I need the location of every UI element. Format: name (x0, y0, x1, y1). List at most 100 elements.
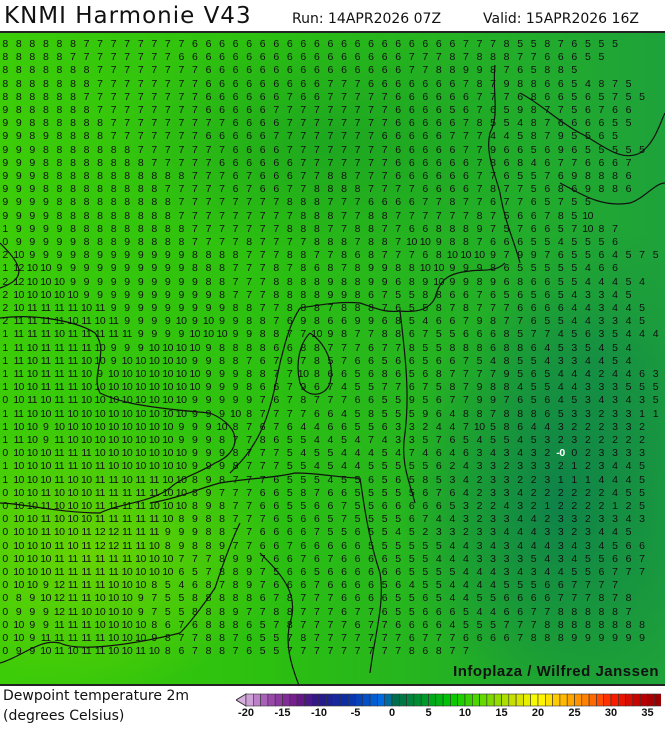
grid-value: 5 (422, 460, 428, 473)
grid-value: 8 (530, 90, 537, 103)
grid-value: 5 (584, 552, 591, 565)
grid-value: 11 (108, 552, 119, 565)
grid-value: 6 (368, 566, 374, 578)
grid-value: 7 (625, 566, 632, 578)
grid-value: 10 (175, 394, 187, 407)
grid-value: 2 (503, 460, 510, 473)
grid-value: 4 (544, 341, 550, 354)
grid-value: 8 (70, 38, 76, 50)
grid-value: 9 (178, 526, 184, 539)
grid-value: 5 (408, 605, 415, 618)
grid-value: 8 (232, 579, 239, 592)
grid-value: 10 (26, 513, 38, 526)
grid-value: 10 (135, 579, 146, 592)
grid-value: 5 (313, 447, 320, 460)
grid-value: 5 (178, 592, 184, 605)
grid-value: 7 (463, 51, 469, 64)
grid-value: 3 (625, 420, 632, 433)
grid-value: 9 (232, 328, 239, 341)
grid-value: 6 (395, 64, 401, 77)
grid-value: 7 (341, 104, 347, 116)
watermark: Infoplaza / Wilfred Janssen (453, 663, 659, 680)
grid-value: 7 (368, 183, 374, 196)
grid-value: 7 (300, 170, 306, 182)
grid-value: 9 (205, 381, 212, 394)
grid-value: 7 (381, 222, 388, 235)
grid-value: 4 (463, 552, 469, 565)
grid-value: 6 (598, 156, 605, 169)
grid-value: 7 (97, 90, 103, 103)
scale-swatch (399, 693, 407, 707)
grid-value: 9 (246, 394, 252, 407)
grid-value: 6 (273, 579, 279, 592)
grid-value: 7 (286, 104, 293, 116)
grid-value: 10 (175, 460, 187, 473)
grid-value: 7 (341, 394, 347, 407)
grid-value: 5 (503, 222, 510, 235)
grid-value: 9 (83, 275, 90, 288)
grid-value: 6 (219, 130, 225, 143)
grid-value: 2 (584, 420, 591, 433)
grid-value: 11 (135, 513, 146, 526)
grid-value: 6 (354, 51, 361, 64)
grid-value: 5 (639, 486, 645, 499)
grid-value: 8 (110, 236, 117, 248)
grid-value: 8 (503, 407, 510, 420)
grid-value: 9 (42, 249, 49, 262)
grid-value: 8 (517, 77, 523, 90)
grid-value: 8 (300, 196, 306, 209)
grid-value: 8 (42, 170, 49, 182)
grid-value: 5 (612, 130, 618, 143)
grid-value: 8 (2, 90, 8, 103)
grid-value: 6 (503, 236, 510, 248)
grid-value: 7 (300, 236, 306, 248)
grid-value: 7 (192, 64, 198, 77)
grid-value: 5 (557, 262, 564, 275)
grid-value: 7 (259, 209, 266, 222)
scale-swatch (610, 693, 619, 707)
grid-value: 3 (557, 526, 564, 539)
grid-value: 6 (286, 579, 293, 592)
grid-value: 8 (571, 618, 577, 631)
grid-value: 8 (544, 618, 550, 631)
grid-value: 5 (652, 249, 659, 262)
grid-value: 9 (205, 420, 212, 433)
grid-value: 9 (15, 196, 22, 209)
grid-value: 9 (110, 341, 117, 354)
grid-value: 7 (327, 394, 334, 407)
grid-value: 10 (40, 288, 51, 301)
grid-value: 6 (517, 420, 523, 433)
grid-value: 7 (97, 51, 103, 64)
scale-swatch (274, 693, 283, 707)
grid-value: 3 (544, 473, 550, 486)
grid-value: 6 (246, 645, 252, 658)
grid-value: 8 (286, 605, 293, 618)
grid-value: 6 (584, 90, 591, 103)
grid-value: 9 (70, 262, 76, 275)
grid-value: 8 (395, 315, 401, 328)
grid-value: 4 (544, 566, 550, 578)
grid-value: 9 (124, 341, 130, 354)
grid-value: 11 (108, 500, 119, 512)
grid-value: 6 (273, 473, 279, 486)
grid-value: 4 (571, 539, 577, 552)
grid-value: 5 (544, 196, 550, 209)
grid-value: 8 (192, 539, 198, 552)
grid-value: 5 (598, 236, 605, 248)
grid-value: 10 (162, 566, 173, 578)
grid-value: 10 (148, 368, 160, 380)
grid-value: 5 (368, 420, 374, 433)
grid-value: 8 (449, 381, 455, 394)
grid-value: 10 (80, 434, 92, 446)
grid-value: 6 (625, 539, 632, 552)
grid-value: 8 (83, 156, 90, 169)
grid-value: 6 (341, 51, 347, 64)
grid-value: 6 (503, 170, 510, 182)
grid-value: 11 (67, 394, 78, 407)
grid-value: 8 (56, 156, 63, 169)
grid-value: 11 (81, 328, 92, 341)
grid-value: 10 (175, 407, 187, 420)
grid-value: 5 (368, 539, 374, 552)
scale-swatch (566, 693, 575, 707)
grid-value: 6 (313, 77, 320, 90)
